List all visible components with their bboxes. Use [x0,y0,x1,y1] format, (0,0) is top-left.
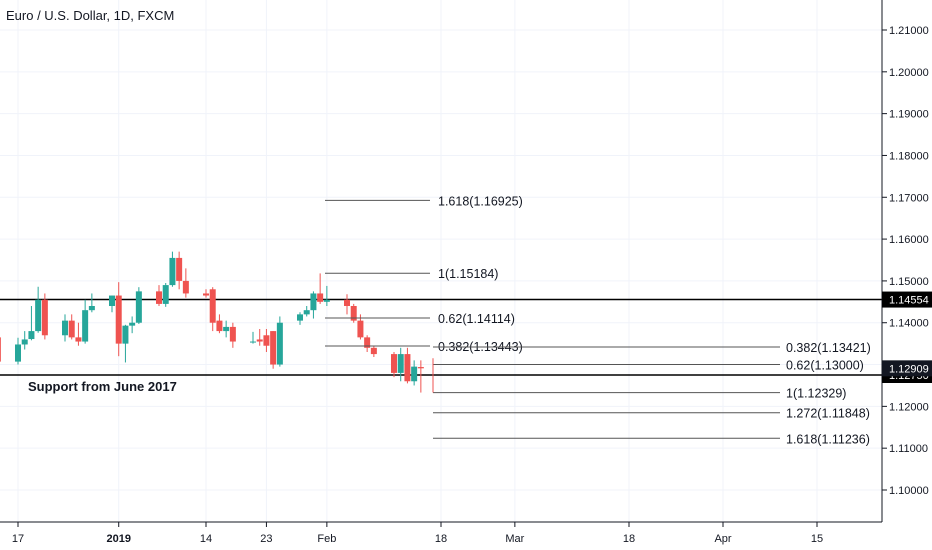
candle-body [417,367,424,369]
candle-body [297,314,303,321]
candle-body [156,291,162,304]
candle-body [203,293,209,296]
candle-body [169,257,176,286]
candle-body [68,320,75,338]
candle-body [310,293,317,311]
candle-body [391,354,397,373]
candle-body [344,299,350,306]
candle-body [216,320,223,332]
x-tick-label: Mar [505,533,524,545]
candle-body [122,325,129,344]
y-tick-label: 1.19000 [889,109,929,121]
y-tick-label: 1.14000 [889,318,929,330]
horizontal-lines [0,298,882,376]
candle-body [115,295,122,344]
candle-body [229,326,236,342]
candle-body [404,354,411,382]
candle-body [317,293,324,302]
price-tag-label: 1.14554 [889,295,929,307]
candle-body [223,326,230,332]
candle-body [176,257,183,281]
candle-body [256,339,263,342]
fib-level-label: 1.618(1.11236) [786,432,870,446]
candle-body [21,339,28,345]
fib-level-label: 0.62(1.14114) [438,312,515,326]
candle-body [182,280,189,294]
fib-projections: 1.618(1.16925) 1(1.15184) 0.62(1.14114) 0.3… [325,194,871,446]
candle-body [276,322,283,365]
candle-body [209,289,216,323]
y-tick-label: 1.16000 [889,234,929,246]
candle-body [129,322,136,326]
candle-body [357,320,364,338]
candlesticks [0,251,424,393]
candle-body [15,344,21,362]
y-tick-label: 1.10000 [889,485,929,497]
candle-body [370,347,377,355]
candle-body [62,320,68,336]
x-tick-label: 2019 [106,533,130,545]
candle-body [0,337,1,362]
candle-body [350,305,357,321]
x-tick-label: 14 [200,533,212,545]
fib-level-label: 1(1.12329) [786,387,846,401]
chart-title: Euro / U.S. Dollar, 1D, FXCM [6,8,175,23]
candle-body [41,299,48,336]
price-tag-bg [882,291,932,308]
current-price-tag-label: 1.12909 [889,363,929,375]
chart-grid [0,0,882,522]
candle-body [323,299,330,302]
x-tick-label: 18 [623,533,635,545]
x-tick-label: Feb [317,533,336,545]
fib-level-label: 0.382(1.13421) [786,341,871,355]
candle-body [364,337,371,348]
current-price-tag-bg [882,360,932,377]
y-tick-label: 1.17000 [889,192,929,204]
support-annotation: Support from June 2017 [28,379,177,394]
x-tick-label: 18 [435,533,447,545]
candle-body [411,366,418,382]
candle-body [250,341,256,343]
candle-body [75,337,82,342]
x-tick-label: Apr [714,533,731,545]
candle-body [397,354,404,373]
candle-body [263,335,270,346]
y-tick-label: 1.11000 [889,443,928,455]
y-tick-label: 1.21000 [889,25,929,37]
x-tick-label: 23 [260,533,272,545]
fib-level-label: 1.618(1.16925) [438,194,523,208]
candle-body [88,305,95,311]
candle-body [35,299,42,332]
x-tick-label: 17 [12,533,24,545]
fib-level-label: 1(1.15184) [438,267,498,281]
y-tick-label: 1.15000 [889,276,929,288]
candle-body [135,291,142,323]
y-tick-label: 1.12000 [889,401,929,413]
candle-body [303,310,310,315]
y-tick-label: 1.18000 [889,150,929,162]
y-tick-label: 1.20000 [889,67,929,79]
candle-body [270,331,277,365]
fib-level-label: 0.62(1.13000) [786,359,864,373]
fib-level-label: 1.272(1.11848) [786,407,870,421]
candle-body [162,285,169,304]
candle-body [82,310,89,342]
candle-body [28,331,35,340]
x-tick-label: 15 [811,533,823,545]
candle-body [109,295,115,306]
